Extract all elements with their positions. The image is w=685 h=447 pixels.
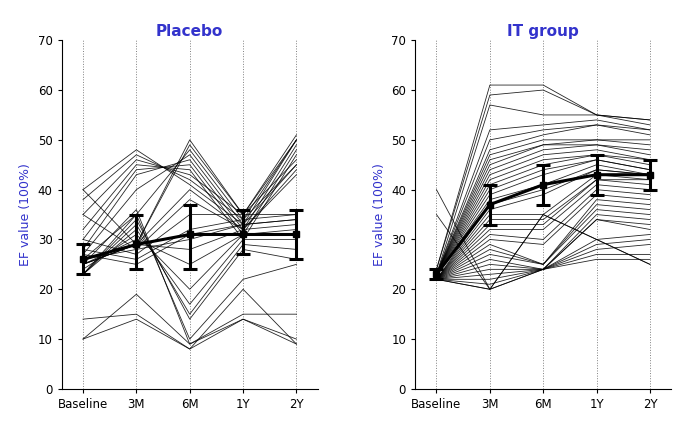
Title: Placebo: Placebo [156, 24, 223, 39]
Title: IT group: IT group [508, 24, 579, 39]
Y-axis label: EF value (100%): EF value (100%) [19, 163, 32, 266]
Y-axis label: EF value (100%): EF value (100%) [373, 163, 386, 266]
